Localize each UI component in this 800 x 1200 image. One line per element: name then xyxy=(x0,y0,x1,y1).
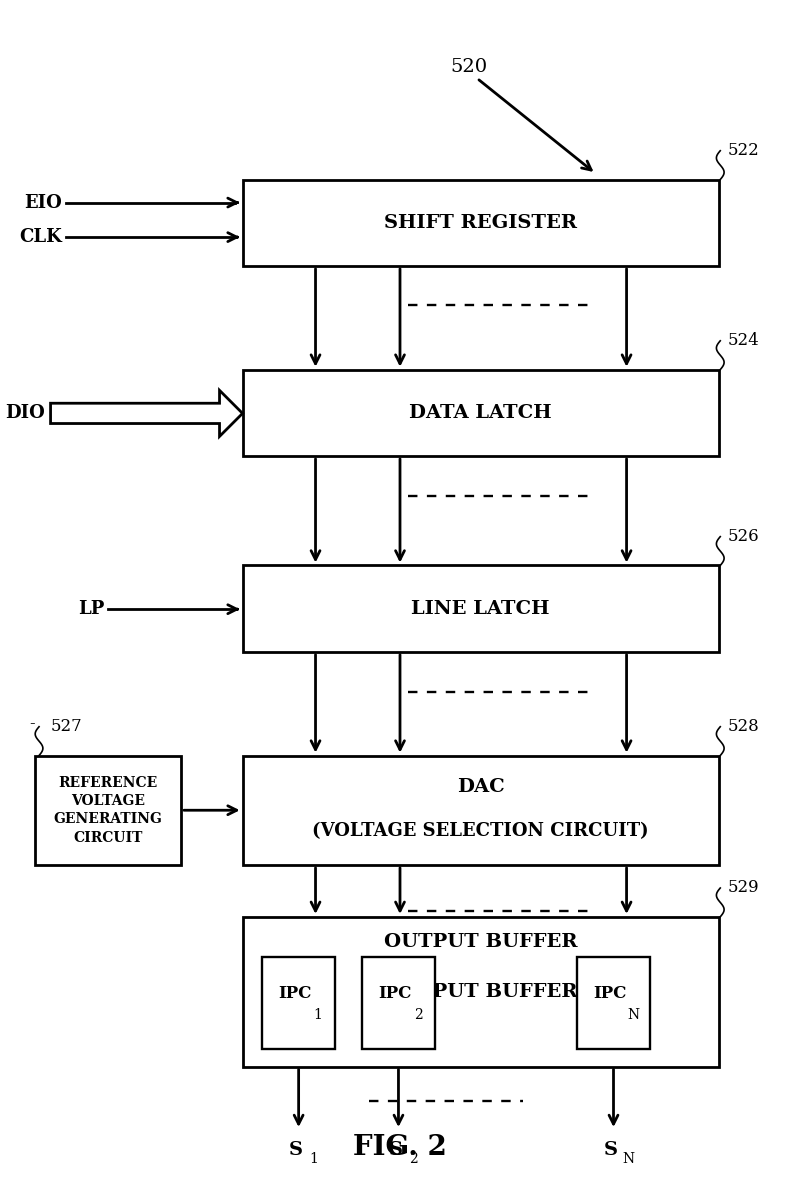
Bar xyxy=(242,370,718,456)
Text: 520: 520 xyxy=(450,58,488,76)
Text: 527: 527 xyxy=(50,718,82,734)
Text: FIG. 2: FIG. 2 xyxy=(353,1134,447,1160)
Bar xyxy=(577,958,650,1049)
Text: IPC: IPC xyxy=(378,985,412,1002)
Text: 2: 2 xyxy=(414,1008,422,1021)
Text: DATA LATCH: DATA LATCH xyxy=(410,403,552,422)
Bar xyxy=(35,756,181,865)
Text: S: S xyxy=(388,1141,402,1159)
Bar xyxy=(242,756,718,865)
Text: SHIFT REGISTER: SHIFT REGISTER xyxy=(384,214,577,232)
Text: 524: 524 xyxy=(728,332,760,349)
Text: (VOLTAGE SELECTION CIRCUIT): (VOLTAGE SELECTION CIRCUIT) xyxy=(312,822,649,840)
Text: DIO: DIO xyxy=(6,404,45,422)
Polygon shape xyxy=(50,390,242,437)
Bar xyxy=(242,180,718,266)
Text: S: S xyxy=(603,1141,618,1159)
Text: 529: 529 xyxy=(728,880,759,896)
Text: IPC: IPC xyxy=(278,985,312,1002)
Text: N: N xyxy=(623,1152,635,1166)
Text: OUTPUT BUFFER: OUTPUT BUFFER xyxy=(384,934,578,952)
Text: S: S xyxy=(289,1141,302,1159)
Bar xyxy=(242,917,718,1067)
Text: 526: 526 xyxy=(728,528,759,545)
Text: LP: LP xyxy=(78,600,104,618)
Text: 2: 2 xyxy=(410,1152,418,1166)
Text: EIO: EIO xyxy=(24,193,62,211)
Text: LINE LATCH: LINE LATCH xyxy=(411,600,550,618)
Text: 522: 522 xyxy=(728,142,760,158)
Text: 528: 528 xyxy=(728,718,760,734)
Text: 1: 1 xyxy=(314,1008,322,1021)
Text: REFERENCE
VOLTAGE
GENERATING
CIRCUIT: REFERENCE VOLTAGE GENERATING CIRCUIT xyxy=(54,775,162,845)
Bar xyxy=(242,565,718,652)
Text: 1: 1 xyxy=(310,1152,318,1166)
Text: CLK: CLK xyxy=(19,228,62,246)
Text: IPC: IPC xyxy=(594,985,626,1002)
Bar xyxy=(362,958,434,1049)
Bar xyxy=(262,958,334,1049)
Text: -: - xyxy=(30,715,35,732)
Text: DAC: DAC xyxy=(457,778,505,797)
Text: N: N xyxy=(627,1008,639,1021)
Text: OUTPUT BUFFER: OUTPUT BUFFER xyxy=(384,983,578,1001)
